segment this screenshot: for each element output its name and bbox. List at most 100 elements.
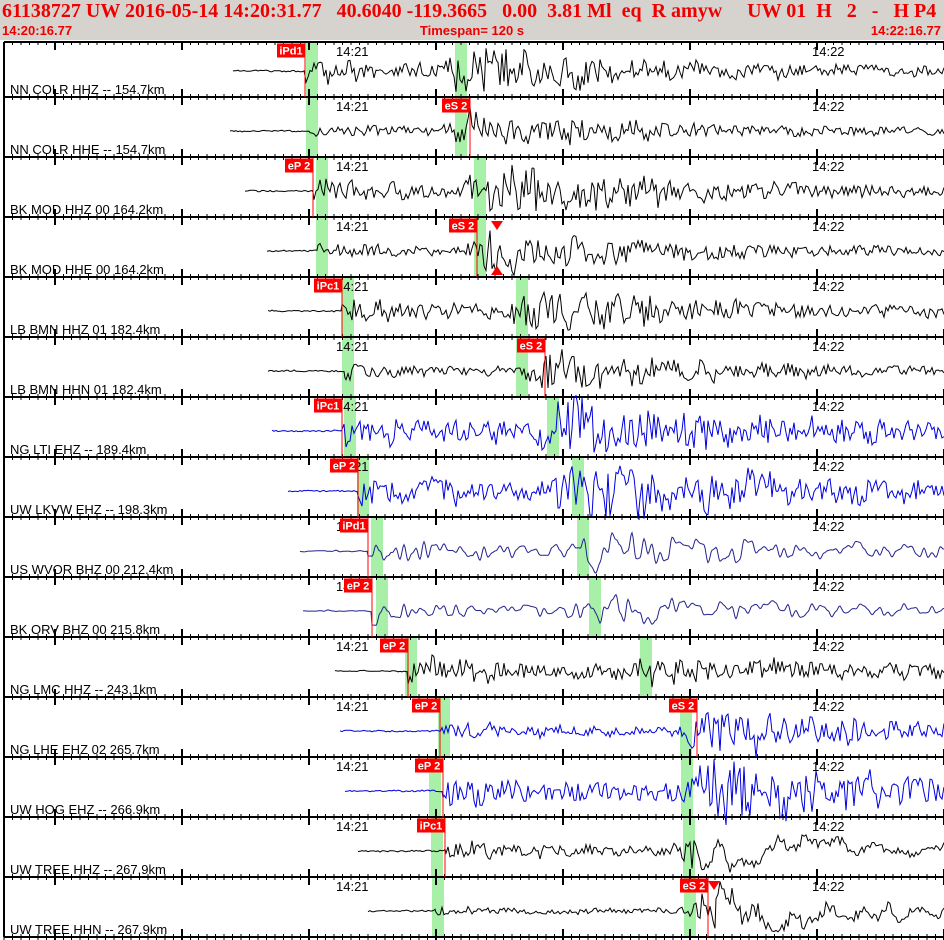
station-label: LB BMN HHN 01 182.4km xyxy=(10,382,162,397)
waveform-trace[interactable] xyxy=(245,164,944,213)
waveform-trace[interactable] xyxy=(339,711,944,758)
pick-box xyxy=(285,158,313,173)
time-label: 14:21 xyxy=(336,759,369,774)
pick-box xyxy=(517,338,545,353)
timespan-label: Timespan= 120 s xyxy=(419,23,525,38)
phase-window-group xyxy=(316,157,486,217)
time-label: 14:21 xyxy=(336,699,369,714)
time-label: 14:22 xyxy=(812,399,845,414)
pick-flag[interactable]: eS 2 xyxy=(680,878,709,937)
pick-flag[interactable]: eP 2 xyxy=(285,158,314,217)
trace-row[interactable]: 14:21 14:22 NN COLR HHE -- 154.7km eS 2 xyxy=(10,98,944,157)
station-label: US WVOR BHZ 00 212.4km xyxy=(10,562,173,577)
pick-flag[interactable]: iPc1 xyxy=(314,278,343,337)
phase-window-group xyxy=(342,337,528,397)
waveform-trace[interactable] xyxy=(267,349,944,389)
pick-flag[interactable]: eS 2 xyxy=(669,698,698,757)
pick-flag[interactable]: iPd1 xyxy=(340,518,369,577)
phase-window xyxy=(516,277,528,337)
trace-row[interactable]: 14:21 14:22 UW HOG EHZ -- 266.9km eP 2 xyxy=(10,758,944,826)
time-label: 14:21 xyxy=(336,399,369,414)
trace-row[interactable]: 14:21 14:22 NG LTI EHZ -- 189.4km iPc1 xyxy=(10,394,944,457)
phase-window xyxy=(432,877,444,937)
pick-flag[interactable]: iPd1 xyxy=(277,43,306,97)
waveform-trace[interactable] xyxy=(287,465,944,519)
trace-row[interactable]: 14:21 14:22 NG LMC HHZ -- 243.1km eP 2 xyxy=(10,638,944,697)
pick-box xyxy=(314,278,342,293)
pick-flag[interactable]: eP 2 xyxy=(412,698,441,757)
phase-window xyxy=(344,397,356,457)
phase-window-group xyxy=(306,42,467,97)
waveform-trace[interactable] xyxy=(299,531,944,574)
pick-label: eS 2 xyxy=(683,881,706,893)
pick-box xyxy=(680,878,708,893)
time-label: 14:21 xyxy=(336,879,369,894)
station-label: UW HOG EHZ -- 266.9km xyxy=(10,802,160,817)
event-header: 61138727 UW 2016-05-14 14:20:31.77 40.60… xyxy=(0,0,944,40)
pick-box xyxy=(340,518,368,533)
time-label: 14:21 xyxy=(336,219,369,234)
amplitude-marker[interactable] xyxy=(491,221,503,230)
pick-label: eP 2 xyxy=(333,461,355,473)
waveform-trace[interactable] xyxy=(303,593,944,626)
pick-flag[interactable]: eS 2 xyxy=(449,218,478,277)
trace-row[interactable]: 14:21 14:22 NG LHE EHZ 02 265.7km eP 2 eS 2 xyxy=(10,698,944,758)
pick-flag[interactable]: eS 2 xyxy=(442,98,471,157)
station-label: BK ORV BHZ 00 215.8km xyxy=(10,622,160,637)
pick-label: iPc1 xyxy=(317,401,340,413)
pick-label: iPc1 xyxy=(420,821,443,833)
pick-flag[interactable]: eP 2 xyxy=(344,578,373,637)
pick-flag[interactable]: eP 2 xyxy=(330,458,359,517)
waveform-trace[interactable] xyxy=(267,230,944,277)
time-label: 14:22 xyxy=(812,159,845,174)
waveform-trace[interactable] xyxy=(232,48,944,92)
pick-flag[interactable]: eP 2 xyxy=(415,758,444,817)
time-label: 14:22 xyxy=(812,44,845,59)
waveform-trace[interactable] xyxy=(367,881,944,933)
amplitude-marker[interactable] xyxy=(491,266,503,275)
waveform-trace[interactable] xyxy=(334,654,944,688)
pick-flag[interactable]: eS 2 xyxy=(517,338,546,397)
trace-row[interactable]: 14:21 14:22 LB BMN HHN 01 182.4km eS 2 xyxy=(10,338,944,397)
time-label: 14:22 xyxy=(812,879,845,894)
station-label: NN COLR HHZ -- 154.7km xyxy=(10,82,165,97)
waveform-trace[interactable] xyxy=(357,833,944,873)
station-label: NG LTI EHZ -- 189.4km xyxy=(10,442,146,457)
trace-row[interactable]: 14:21 14:22 UW TREE HHN -- 267.9km eS 2 xyxy=(10,878,944,937)
phase-window-group xyxy=(376,577,601,637)
amplitude-marker[interactable] xyxy=(708,881,720,890)
pick-flag[interactable]: iPc1 xyxy=(314,398,343,457)
pick-flag[interactable]: eP 2 xyxy=(380,638,409,697)
station-label: BK MOD HHZ 00 164.2km xyxy=(10,202,163,217)
phase-window-group xyxy=(429,757,693,817)
phase-window-group xyxy=(371,517,589,577)
phase-window xyxy=(640,637,652,697)
waveform-trace[interactable] xyxy=(344,759,944,826)
window-start-time: 14:20:16.77 xyxy=(2,23,73,38)
time-label: 14:21 xyxy=(336,279,369,294)
phase-window xyxy=(577,517,589,577)
pick-label: eP 2 xyxy=(418,761,440,773)
pick-box xyxy=(415,758,443,773)
trace-row[interactable]: 14:21 14:22 UW TREE HHZ -- 267.9km iPc1 xyxy=(10,818,944,877)
phase-window xyxy=(438,697,450,757)
pick-flag[interactable]: iPc1 xyxy=(417,818,446,877)
pick-label: iPd1 xyxy=(342,521,365,533)
trace-row[interactable]: 14:21 14:22 LB BMN HHZ 01 182.4km iPc1 xyxy=(10,278,944,337)
time-label: 14:22 xyxy=(812,219,845,234)
pick-box xyxy=(380,638,408,653)
waveform-trace[interactable] xyxy=(229,106,944,146)
phase-window xyxy=(589,577,601,637)
phase-window-group xyxy=(405,637,652,697)
station-label: UW TREE HHN -- 267.9km xyxy=(10,922,167,937)
trace-row[interactable]: 14:21 14:22 BK MOD HHZ 00 164.2km eP 2 xyxy=(10,158,944,217)
pick-label: eP 2 xyxy=(383,641,405,653)
waveform-trace[interactable] xyxy=(271,394,944,453)
waveform-trace[interactable] xyxy=(267,290,944,331)
trace-row[interactable]: 14:21 14:22 NN COLR HHZ -- 154.7km iPd1 xyxy=(10,43,944,97)
trace-row[interactable]: 14:21 14:22 BK MOD HHE 00 164.2km eS 2 xyxy=(10,218,944,277)
